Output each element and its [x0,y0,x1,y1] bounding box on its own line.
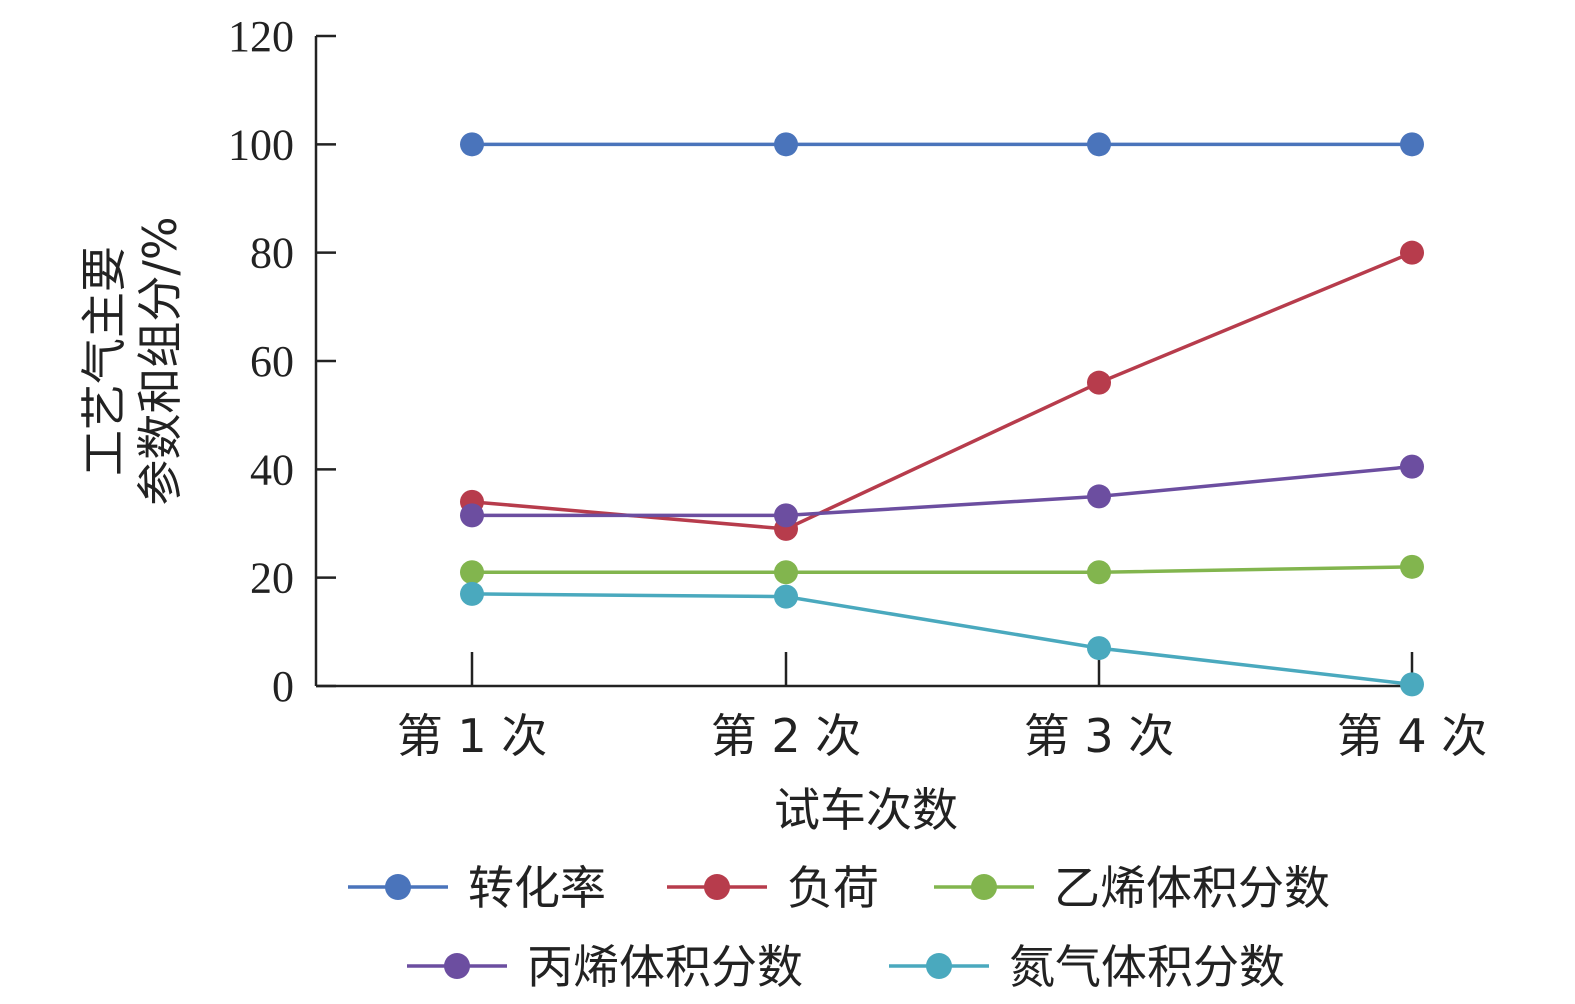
data-point [1087,484,1111,509]
legend-marker [385,874,411,900]
y-tick-label: 20 [250,554,294,603]
legend-label: 丙烯体积分数 [527,940,803,994]
data-point [774,503,798,528]
series-line [471,251,1413,531]
legend-label: 转化率 [468,861,606,915]
data-point [1087,636,1111,661]
series-layer [460,132,1424,697]
x-tick-label: 第 4 次 [1337,709,1488,763]
data-point [460,132,484,157]
y-tick-label: 60 [250,337,294,386]
data-point [460,560,484,585]
x-tick-label: 第 1 次 [397,709,548,763]
x-tick-label: 第 2 次 [711,709,862,763]
legend-item: 乙烯体积分数 [934,861,1330,915]
y-axis-title-line-1: 工艺气主要 [77,246,131,476]
data-point [460,581,484,606]
data-point [1400,554,1424,579]
series-4 [460,454,1424,528]
data-point [774,132,798,157]
data-point [1087,132,1111,157]
legend-label: 负荷 [787,861,879,915]
y-tick-label: 40 [250,445,294,494]
series-line [472,464,1413,518]
y-tick-label: 120 [228,12,294,61]
y-ticks: 0 20 40 60 80 100 120 [228,12,336,711]
y-tick-label: 80 [250,229,294,278]
series-line [472,565,1413,574]
x-axis-title: 试车次数 [774,783,958,837]
data-point [1400,672,1424,697]
y-axis-title: 工艺气主要 参数和组分/% [77,216,187,505]
data-point [1087,370,1111,395]
series-3 [460,554,1424,585]
data-point [1400,132,1424,157]
x-ticks: 第 1 次 第 2 次 第 3 次 第 4 次 [397,652,1488,763]
legend-marker [926,953,952,979]
x-tick-label: 第 3 次 [1024,709,1175,763]
data-point [460,503,484,528]
series-1 [460,132,1424,157]
legend-marker [971,874,997,900]
data-point [1400,454,1424,479]
y-tick-label: 0 [272,662,294,711]
series-5 [460,581,1424,697]
data-point [774,560,798,585]
y-tick-label: 100 [228,120,294,169]
series-2 [460,240,1424,541]
y-axis-title-line-2: 参数和组分/% [133,216,187,505]
legend-item: 转化率 [348,861,606,915]
legend-label: 乙烯体积分数 [1054,861,1330,915]
data-point [1400,240,1424,265]
data-point [774,584,798,609]
legend-item: 氮气体积分数 [889,940,1285,994]
series-line [471,592,1413,687]
legend-marker [444,953,470,979]
data-point [1087,560,1111,585]
legend-item: 负荷 [667,861,879,915]
legend-marker [704,874,730,900]
legend-item: 丙烯体积分数 [407,940,803,994]
legend-label: 氮气体积分数 [1009,940,1285,994]
